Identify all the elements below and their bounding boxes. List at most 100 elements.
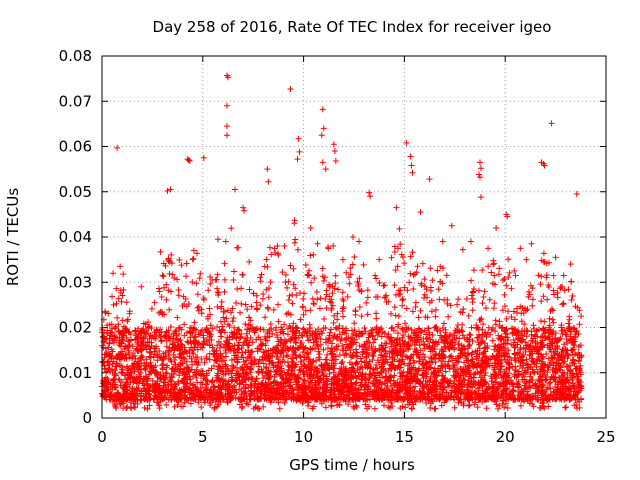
data-point xyxy=(406,279,413,286)
data-point xyxy=(362,354,369,361)
data-point xyxy=(238,300,245,307)
data-point xyxy=(334,316,341,323)
data-point xyxy=(160,361,167,368)
data-point xyxy=(221,357,228,364)
data-point xyxy=(123,299,130,306)
data-point xyxy=(383,333,390,340)
data-point xyxy=(117,289,124,296)
data-point xyxy=(318,400,325,407)
data-point xyxy=(569,292,576,299)
data-point xyxy=(175,292,182,299)
data-point xyxy=(258,341,265,348)
data-point xyxy=(176,372,183,379)
data-point xyxy=(357,355,364,362)
data-point xyxy=(183,260,190,267)
data-point xyxy=(440,320,447,327)
data-point xyxy=(351,253,358,260)
data-point xyxy=(465,312,472,319)
data-point xyxy=(166,306,173,313)
data-point xyxy=(488,269,495,276)
data-point xyxy=(262,314,269,321)
data-point xyxy=(331,365,338,372)
data-point xyxy=(443,272,450,279)
data-point xyxy=(300,295,307,302)
data-point xyxy=(274,342,281,349)
data-point xyxy=(455,358,462,365)
data-point xyxy=(221,288,228,295)
data-point xyxy=(388,374,395,381)
data-point xyxy=(423,286,430,293)
data-point xyxy=(131,404,138,411)
data-point xyxy=(198,356,205,363)
data-point xyxy=(576,321,583,328)
data-point xyxy=(190,255,197,262)
data-point xyxy=(483,405,490,412)
data-point xyxy=(324,244,331,251)
data-point xyxy=(421,283,428,290)
data-point xyxy=(565,286,572,293)
data-point xyxy=(512,367,519,374)
data-point xyxy=(265,294,272,301)
data-point xyxy=(156,288,163,295)
data-point xyxy=(275,318,282,325)
data-point xyxy=(207,402,214,409)
data-point xyxy=(198,404,205,411)
data-point xyxy=(340,313,347,320)
data-point xyxy=(402,404,409,411)
data-point xyxy=(505,308,512,315)
data-point xyxy=(437,263,444,270)
data-point xyxy=(526,351,533,358)
data-point xyxy=(498,375,505,382)
data-point xyxy=(517,402,524,409)
data-point xyxy=(465,350,472,357)
data-point xyxy=(496,402,503,409)
data-point xyxy=(387,310,394,317)
data-point xyxy=(444,296,451,303)
data-point xyxy=(372,272,379,279)
data-point xyxy=(563,363,570,370)
data-point xyxy=(562,331,569,338)
data-point xyxy=(332,280,339,287)
data-point xyxy=(459,332,466,339)
data-point xyxy=(542,377,549,384)
data-point xyxy=(419,260,426,267)
data-point xyxy=(302,261,309,268)
data-point xyxy=(267,279,274,286)
data-point xyxy=(445,379,452,386)
data-point xyxy=(210,383,217,390)
data-point xyxy=(329,290,336,297)
data-point xyxy=(518,387,525,394)
data-point xyxy=(381,402,388,409)
data-point xyxy=(412,299,419,306)
data-point xyxy=(237,309,244,316)
data-point xyxy=(508,341,515,348)
data-point xyxy=(468,292,475,299)
data-point xyxy=(229,318,236,325)
data-point xyxy=(370,353,377,360)
data-point xyxy=(161,284,168,291)
data-point xyxy=(239,271,246,278)
data-point xyxy=(551,291,558,298)
data-point xyxy=(290,265,297,272)
data-point xyxy=(293,292,300,299)
data-point xyxy=(138,346,145,353)
data-point xyxy=(371,405,378,412)
data-point xyxy=(185,301,192,308)
data-point xyxy=(442,368,449,375)
data-point xyxy=(224,398,231,405)
data-point xyxy=(431,324,438,331)
data-point xyxy=(296,289,303,296)
data-point xyxy=(427,404,434,411)
data-point xyxy=(175,286,182,293)
data-point xyxy=(190,247,197,254)
data-point xyxy=(136,390,143,397)
data-point xyxy=(455,296,462,303)
data-point xyxy=(113,405,120,412)
data-point xyxy=(113,300,120,307)
data-point xyxy=(193,280,200,287)
data-point xyxy=(394,245,401,252)
data-point xyxy=(466,341,473,348)
data-point xyxy=(189,256,196,263)
data-point xyxy=(220,314,227,321)
data-point xyxy=(362,328,369,335)
